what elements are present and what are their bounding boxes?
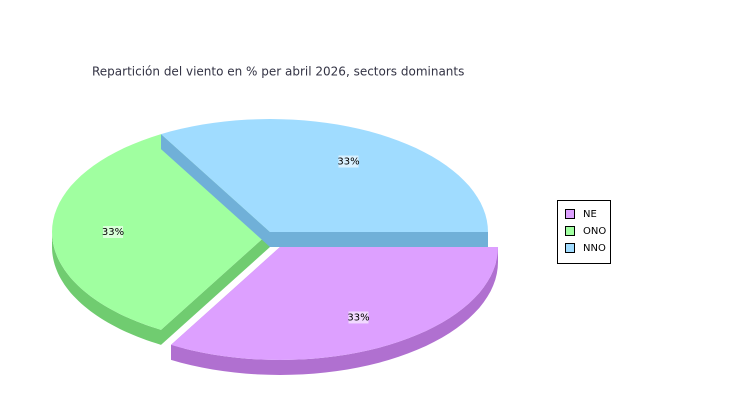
- slice-face: [161, 232, 270, 345]
- legend-label: ONO: [583, 226, 606, 237]
- legend-swatch: [565, 243, 575, 253]
- slice: [161, 119, 488, 247]
- slice-wall: [52, 232, 161, 345]
- legend-label: NNO: [583, 243, 606, 254]
- slice-face: [161, 134, 270, 247]
- legend-label: NE: [583, 209, 597, 220]
- slice: [171, 247, 498, 375]
- slice-wall: [171, 247, 498, 375]
- legend-swatch: [565, 209, 575, 219]
- data-label: 33%: [337, 157, 359, 168]
- slice-top: [161, 119, 488, 232]
- label-bg: [348, 311, 369, 324]
- legend-swatch: [565, 226, 575, 236]
- data-label: 33%: [102, 227, 124, 238]
- chart-title: Repartición del viento en % per abril 20…: [92, 65, 464, 79]
- slice-face: [270, 232, 488, 247]
- label-bg: [103, 226, 124, 238]
- label-bg: [338, 155, 359, 168]
- slice-top: [171, 247, 498, 360]
- data-label: 33%: [347, 312, 369, 323]
